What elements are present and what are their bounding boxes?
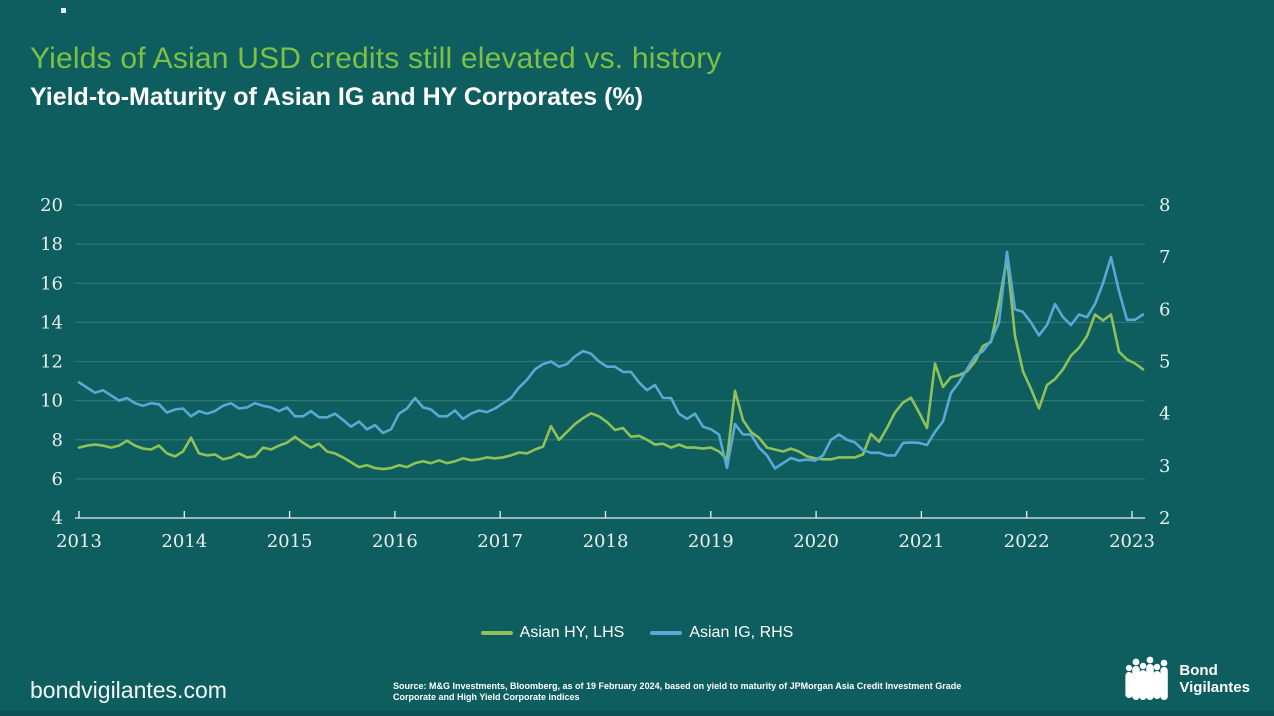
logo-word-bond: Bond	[1179, 662, 1218, 680]
legend-item-asian-hy: Asian HY, LHS	[480, 624, 625, 642]
x-axis-tick-label: 2022	[1004, 531, 1050, 552]
legend-label-asian-ig: Asian IG, RHS	[689, 624, 794, 641]
x-axis-tick-label: 2018	[583, 531, 629, 552]
logo-word-vigilantes: Vigilantes	[1179, 679, 1250, 696]
x-axis-tick-label: 2013	[56, 531, 102, 552]
ig-line-swatch	[650, 631, 683, 635]
right-axis-tick-label: 4	[1159, 404, 1170, 425]
left-axis-tick-label: 20	[40, 195, 63, 216]
hy-line-swatch	[480, 631, 513, 635]
left-axis-tick-label: 4	[52, 508, 63, 529]
x-axis-tick-label: 2023	[1109, 531, 1155, 552]
legend-label-asian-hy: Asian HY, LHS	[519, 624, 625, 641]
people-crowd-icon	[1125, 656, 1169, 700]
ig-line-series	[77, 250, 1145, 470]
left-axis-tick-label: 10	[40, 391, 63, 412]
left-axis-tick-label: 16	[40, 273, 63, 294]
site-url-link[interactable]: bondvigilantes.com	[30, 677, 227, 703]
left-axis-tick-label: 8	[52, 430, 63, 451]
right-axis-tick-label: 2	[1159, 508, 1170, 529]
chart-legend: Asian HY, LHS Asian IG, RHS	[0, 620, 1274, 646]
legend-item-asian-ig: Asian IG, RHS	[650, 624, 793, 642]
x-axis-tick-label: 2019	[688, 531, 734, 552]
right-axis-tick-label: 7	[1159, 247, 1170, 268]
page-title: Yields of Asian USD credits still elevat…	[30, 42, 722, 75]
right-axis-tick-label: 3	[1159, 456, 1170, 477]
logo-wordmark: Bond Vigilantes	[1179, 662, 1250, 697]
left-axis-tick-label: 12	[40, 352, 63, 373]
x-axis-tick-label: 2016	[372, 531, 418, 552]
x-axis-tick-label: 2021	[898, 531, 944, 552]
source-note: Source: M&G Investments, Bloomberg, as o…	[393, 681, 962, 702]
bottom-strip	[0, 711, 1274, 716]
left-axis-tick-label: 6	[52, 469, 63, 490]
right-axis-tick-label: 8	[1159, 195, 1170, 216]
corner-dot	[61, 8, 66, 13]
x-axis-tick-label: 2014	[161, 531, 207, 552]
right-axis-tick-label: 6	[1159, 299, 1170, 320]
right-axis-tick-label: 5	[1159, 352, 1170, 373]
x-axis-tick-label: 2015	[267, 531, 313, 552]
hy-line-series	[77, 256, 1145, 471]
chart-subtitle: Yield-to-Maturity of Asian IG and HY Cor…	[30, 83, 644, 111]
left-axis-tick-label: 18	[40, 234, 63, 255]
bond-vigilantes-logo: Bond Vigilantes	[1122, 654, 1250, 706]
x-axis-tick-label: 2017	[477, 531, 523, 552]
x-axis-tick-label: 2020	[793, 531, 839, 552]
left-axis-tick-label: 14	[40, 312, 63, 333]
